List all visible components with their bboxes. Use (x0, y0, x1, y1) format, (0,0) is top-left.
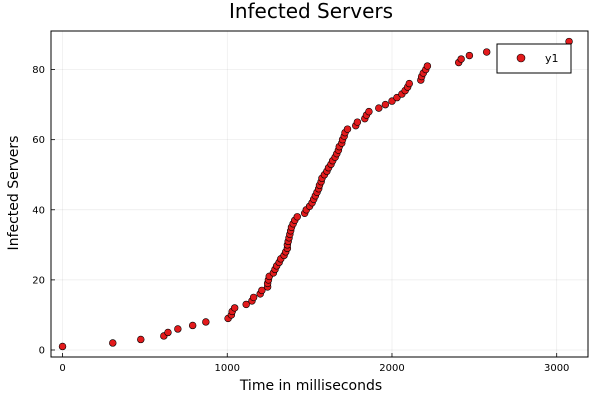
data-point (353, 118, 362, 126)
data-point (188, 321, 197, 330)
data-point (174, 325, 182, 333)
legend-marker-icon (516, 53, 526, 63)
data-point (242, 300, 250, 309)
y-tick-label: 0 (39, 345, 45, 356)
data-point (393, 93, 401, 102)
x-tick-label: 2000 (379, 363, 404, 374)
data-point (109, 339, 117, 347)
data-point (405, 79, 413, 88)
legend: y1 (496, 43, 572, 74)
plot-frame (50, 30, 589, 358)
data-point (58, 342, 67, 351)
y-tick-label: 80 (32, 65, 45, 76)
data-point (164, 328, 172, 337)
data-points (58, 37, 573, 351)
data-point (423, 62, 432, 70)
data-point (365, 107, 373, 116)
axis-ticks: 0 1000 2000 3000 0 20 40 60 80 (32, 65, 569, 374)
data-point (343, 125, 352, 133)
data-point (258, 286, 266, 295)
chart-title: Infected Servers (229, 0, 393, 23)
data-point (137, 335, 145, 344)
x-tick-label: 1000 (215, 363, 240, 374)
data-point (230, 304, 239, 312)
legend-label: y1 (545, 52, 559, 65)
x-tick-label: 3000 (544, 363, 569, 374)
y-tick-label: 40 (32, 205, 45, 216)
data-point (381, 100, 390, 109)
y-tick-label: 60 (32, 135, 45, 146)
y-tick-label: 20 (32, 275, 45, 286)
data-point (388, 97, 396, 105)
data-point (293, 213, 301, 221)
x-tick-label: 0 (59, 363, 65, 374)
data-point (249, 293, 258, 302)
y-axis-label: Infected Servers (6, 136, 22, 251)
data-point (375, 104, 383, 112)
legend-box (496, 43, 572, 74)
data-point (457, 55, 465, 63)
x-axis-label: Time in milliseconds (239, 378, 382, 394)
data-point (465, 51, 474, 60)
data-point (202, 318, 210, 326)
data-point (482, 48, 491, 56)
